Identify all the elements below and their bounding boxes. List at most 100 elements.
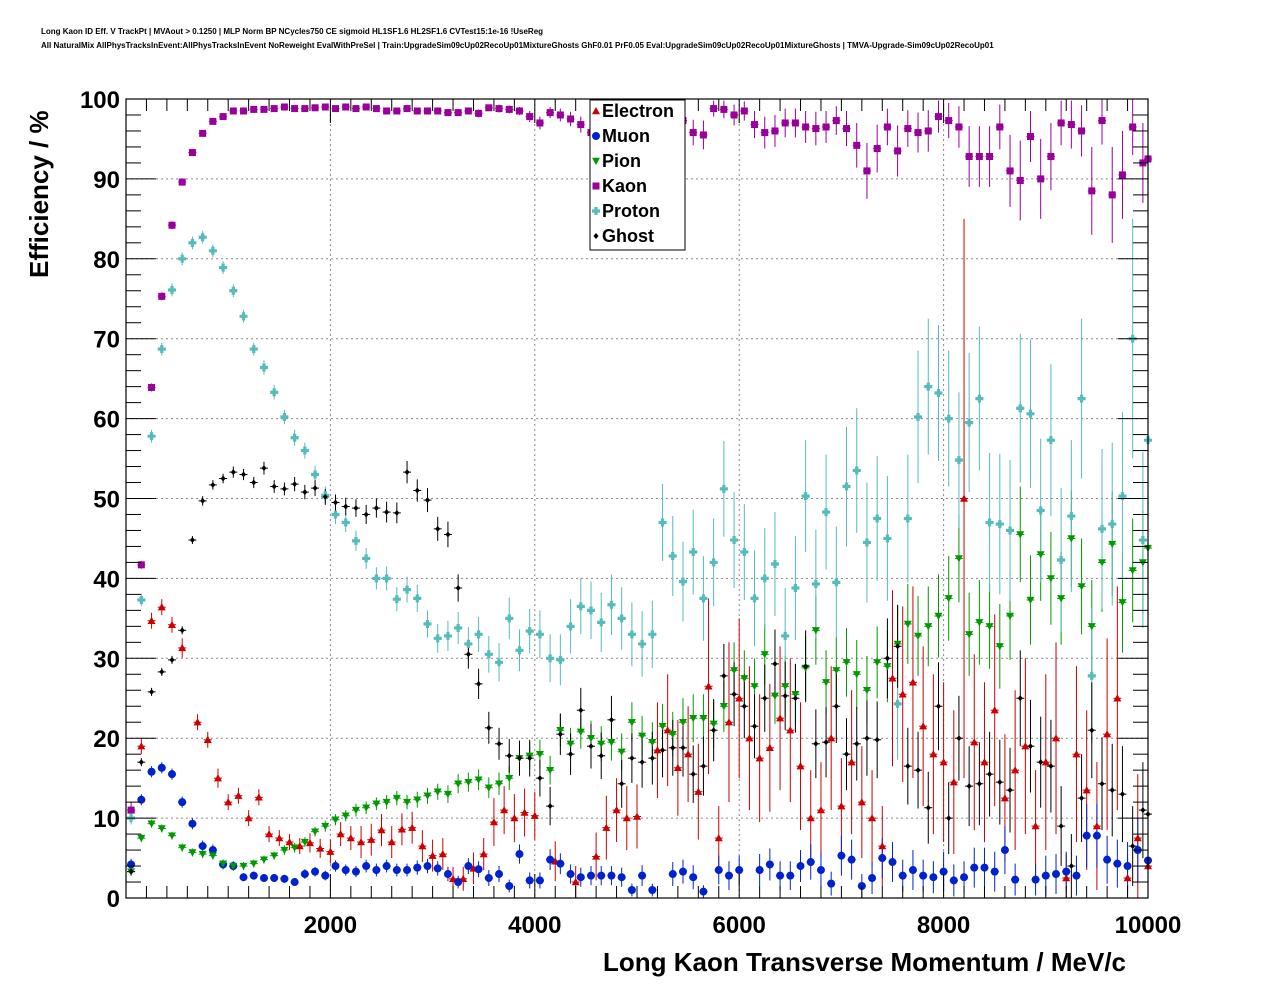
- electron-point: [178, 643, 187, 652]
- ghost-point: [476, 680, 482, 687]
- kaon-point: [188, 149, 196, 157]
- electron-point: [285, 838, 294, 846]
- ghost-point: [506, 752, 512, 759]
- muon-point: [878, 854, 887, 863]
- electron-point: [1000, 794, 1009, 802]
- pion-point: [852, 671, 861, 679]
- ghost-point: [813, 740, 819, 747]
- electron-point: [479, 850, 488, 858]
- pion-point: [617, 748, 626, 756]
- kaon-point: [485, 104, 493, 112]
- ghost-point: [435, 525, 441, 532]
- electron-point: [295, 842, 304, 850]
- x-tick-label: 2000: [304, 912, 357, 939]
- muon-point: [1113, 859, 1122, 868]
- kaon-point: [321, 103, 329, 111]
- kaon-point: [832, 117, 840, 125]
- pion-point: [822, 679, 831, 687]
- electron-point: [254, 793, 263, 801]
- ghost-point: [833, 703, 839, 710]
- kaon-point: [965, 153, 973, 161]
- proton-point: [147, 432, 156, 441]
- muon-point: [1072, 871, 1081, 880]
- ghost-point: [445, 531, 451, 538]
- ghost-point: [251, 479, 257, 486]
- proton-point: [1077, 394, 1086, 403]
- pion-point: [597, 740, 606, 748]
- kaon-point: [454, 109, 462, 117]
- muon-point: [239, 873, 248, 882]
- electron-point: [960, 494, 969, 502]
- kaon-point: [546, 109, 554, 117]
- muon-point: [898, 871, 907, 880]
- ghost-point: [588, 743, 594, 750]
- x-axis-label: Long Kaon Transverse Momentum / MeV/c: [603, 947, 1126, 977]
- x-tick-label: 6000: [713, 912, 766, 939]
- ghost-point: [159, 668, 165, 675]
- proton-point: [1118, 492, 1127, 501]
- ghost-point: [138, 759, 144, 766]
- pion-point: [1057, 595, 1066, 603]
- ghost-point: [373, 505, 379, 512]
- legend-electron-marker: [592, 107, 600, 115]
- pion-point: [331, 816, 340, 824]
- proton-point: [443, 631, 452, 640]
- kaon-point: [1047, 153, 1055, 161]
- ghost-point: [220, 475, 226, 482]
- muon-point: [1052, 870, 1061, 879]
- proton-point: [862, 538, 871, 547]
- kaon-point: [383, 107, 391, 115]
- pion-point: [1067, 535, 1076, 543]
- kaon-point: [689, 129, 697, 137]
- proton-point: [883, 534, 892, 543]
- legend-kaon-label: Kaon: [602, 176, 647, 196]
- proton-point: [331, 510, 340, 519]
- proton-point: [760, 574, 769, 583]
- ghost-point: [639, 759, 645, 766]
- kaon-point: [332, 105, 340, 113]
- electron-point: [704, 682, 713, 690]
- pion-point: [873, 659, 882, 667]
- electron-point: [949, 778, 958, 786]
- kaon-point: [260, 105, 268, 113]
- kaon-point: [1129, 123, 1137, 131]
- muon-point: [290, 878, 299, 887]
- kaon-point: [1026, 133, 1034, 141]
- proton-point: [137, 595, 146, 604]
- y-tick-label: 50: [93, 487, 120, 514]
- proton-point: [903, 514, 912, 523]
- electron-point: [816, 806, 825, 814]
- muon-point: [1062, 867, 1071, 876]
- electron-point: [1011, 766, 1020, 774]
- ghost-point: [1058, 823, 1064, 830]
- ghost-point: [394, 509, 400, 516]
- kaon-point: [372, 105, 380, 113]
- ghost-point: [557, 731, 563, 738]
- proton-point: [617, 614, 626, 623]
- muon-point: [433, 864, 442, 873]
- kaon-point: [986, 153, 994, 161]
- kaon-point: [515, 107, 523, 115]
- ghost-point: [578, 707, 584, 714]
- muon-point: [755, 866, 764, 875]
- pion-point: [709, 720, 718, 728]
- pion-point: [198, 850, 207, 859]
- kaon-point: [873, 145, 881, 153]
- electron-point: [418, 842, 427, 850]
- kaon-point: [1118, 171, 1126, 179]
- kaon-point: [536, 119, 544, 127]
- pion-point: [975, 619, 984, 627]
- pion-point: [167, 832, 176, 840]
- muon-point: [188, 819, 197, 828]
- ghost-point: [486, 724, 492, 731]
- proton-point: [965, 418, 974, 427]
- muon-point: [311, 867, 320, 876]
- muon-point: [735, 866, 744, 875]
- muon-point: [888, 858, 897, 867]
- ghost-point: [128, 868, 134, 875]
- muon-point: [990, 867, 999, 876]
- pion-point: [648, 738, 657, 747]
- kaon-point: [240, 107, 248, 115]
- kaon-point: [362, 103, 370, 111]
- ghost-point: [608, 716, 614, 723]
